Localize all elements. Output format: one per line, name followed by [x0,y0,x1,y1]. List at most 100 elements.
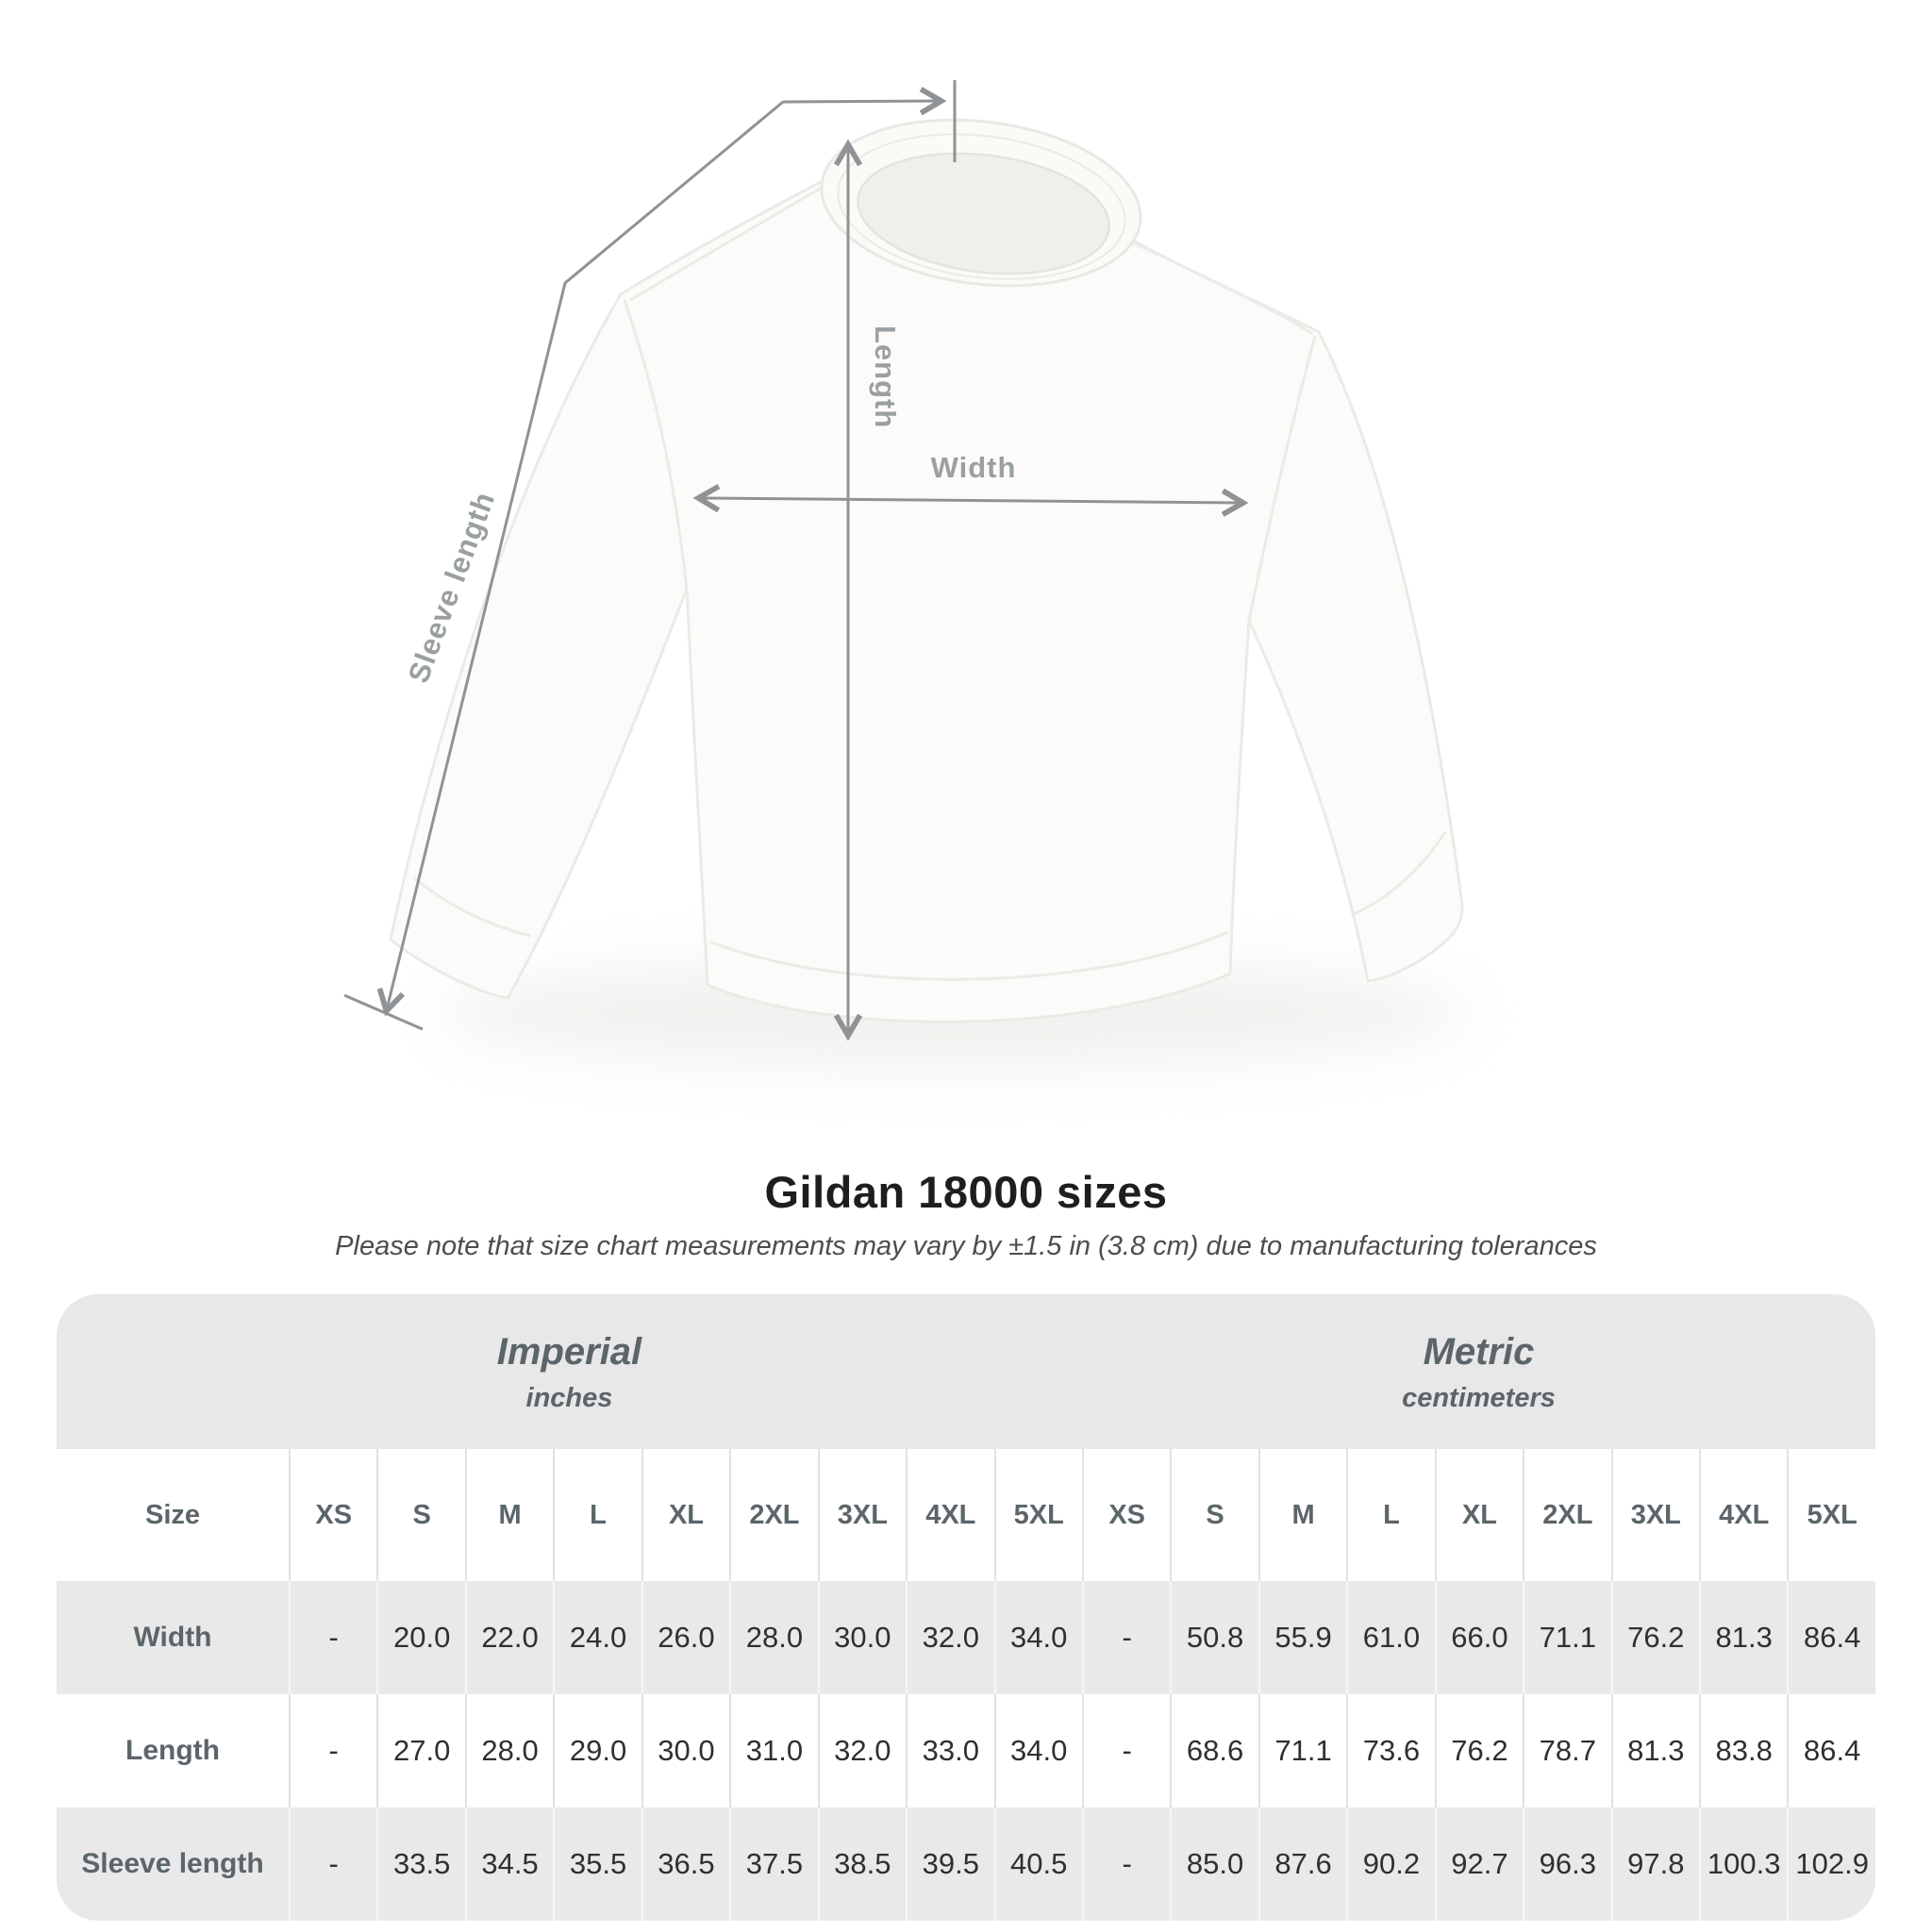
size-col-header: XL [1434,1449,1524,1581]
centimeters-label: centimeters [1402,1382,1556,1413]
measurement-cell: 37.5 [729,1807,818,1921]
measurement-cell: 90.2 [1346,1807,1435,1921]
measurement-cell: - [289,1807,377,1921]
measurement-cell: - [1081,1581,1171,1694]
measurement-cell: 76.2 [1434,1694,1524,1807]
measurement-cell: 22.0 [464,1581,554,1694]
left-armhole-seam [623,299,689,590]
size-col-header: XS [289,1449,377,1581]
imperial-label: Imperial [496,1330,642,1373]
measurement-cell: 32.0 [817,1694,907,1807]
measurement-cell: 86.4 [1787,1581,1875,1694]
measurement-cell: 34.5 [464,1807,554,1921]
right-cuff-seam [1351,831,1447,917]
left-cuff-seam [412,875,531,938]
hem-ribbing-seam [708,930,1229,981]
measurement-cell: 30.0 [641,1694,730,1807]
measurement-cell: 34.0 [993,1581,1082,1694]
measurement-cell: 34.0 [993,1694,1082,1807]
measurement-cell: 31.0 [729,1694,818,1807]
measurement-cell: 73.6 [1346,1694,1435,1807]
page-title: Gildan 18000 sizes [764,1167,1168,1217]
measurement-cell: 33.5 [376,1807,465,1921]
width-arrow [692,484,1249,517]
measurement-cell: 76.2 [1610,1581,1699,1694]
measurement-cell: 29.0 [553,1694,641,1807]
length-label: Length [869,325,902,428]
measurement-cell: 85.0 [1170,1807,1258,1921]
measurement-cell: 92.7 [1434,1807,1524,1921]
measurement-cell: 24.0 [553,1581,641,1694]
measurement-cell: 35.5 [553,1807,641,1921]
measurement-cell: 40.5 [993,1807,1082,1921]
sleeve-arrow-diagonal [376,100,784,1017]
unit-group-header-row: Imperial inches Metric centimeters [57,1294,1875,1449]
measurement-cell: 28.0 [464,1694,554,1807]
size-table: Imperial inches Metric centimeters Size … [57,1294,1875,1921]
size-col-header: M [1257,1449,1347,1581]
measurement-cell: 100.3 [1699,1807,1788,1921]
inches-label: inches [525,1382,613,1413]
crewneck-collar [820,118,1142,288]
table-row: Width -20.0 22.0 24.0 26.0 28.0 30.0 32.0 34.0-5… [57,1581,1875,1694]
size-col-header: 3XL [1610,1449,1699,1581]
measurement-cell: 36.5 [641,1807,730,1921]
size-col-header: L [553,1449,641,1581]
measurement-cell: 61.0 [1346,1581,1435,1694]
table-row: Sleeve length -33.5 34.5 35.5 36.5 37.5 38.5 39… [57,1807,1875,1921]
cuff-tick-mark [343,993,424,1031]
measurement-cell: 20.0 [376,1581,465,1694]
size-col-header: 4XL [1699,1449,1788,1581]
measurement-cell: 33.0 [906,1694,994,1807]
measurement-cell: 102.9 [1787,1807,1875,1921]
size-col-header: S [376,1449,465,1581]
sleeve-arrow-horizontal [782,87,947,116]
measurement-cell: 78.7 [1523,1694,1611,1807]
measurement-cell: 28.0 [729,1581,818,1694]
width-label: Width [931,451,1017,484]
row-label: Width [57,1581,289,1694]
metric-group-header: Metric centimeters [1081,1294,1875,1449]
measurement-cell: 27.0 [376,1694,465,1807]
measurement-cell: 55.9 [1257,1581,1347,1694]
size-col-header: 2XL [1523,1449,1611,1581]
measurement-cell: 96.3 [1523,1807,1611,1921]
size-header: Size [57,1449,289,1581]
measurement-cell: 71.1 [1523,1581,1611,1694]
size-col-header: XS [1081,1449,1171,1581]
row-label: Length [57,1694,289,1807]
sweatshirt-illustration: Sleeve length Length Width [343,80,1467,1068]
width-annotation: Width [692,451,1249,517]
measurement-cell: 66.0 [1434,1581,1524,1694]
measurement-cell: 32.0 [906,1581,994,1694]
metric-label: Metric [1423,1330,1535,1373]
length-annotation: Length [833,139,902,1041]
measurement-cell: 71.1 [1257,1694,1347,1807]
size-col-header: XL [641,1449,730,1581]
measurement-cell: 97.8 [1610,1807,1699,1921]
measurement-cell: - [1081,1807,1171,1921]
measurement-cell: 83.8 [1699,1694,1788,1807]
size-col-header: 5XL [993,1449,1082,1581]
measurement-cell: 81.3 [1699,1581,1788,1694]
left-shoulder-seam [629,175,841,302]
size-col-header: 2XL [729,1449,818,1581]
size-col-header: 3XL [817,1449,907,1581]
size-col-header: S [1170,1449,1258,1581]
measurement-cell: 87.6 [1257,1807,1347,1921]
right-armhole-seam [1247,335,1317,622]
measurement-cell: 68.6 [1170,1694,1258,1807]
imperial-group-header: Imperial inches [57,1294,1082,1449]
measurement-cell: - [1081,1694,1171,1807]
measurement-cell: 39.5 [906,1807,994,1921]
row-label: Sleeve length [57,1807,289,1921]
sweatshirt-silhouette [389,156,1464,1024]
size-col-header: L [1346,1449,1435,1581]
size-col-header: 4XL [906,1449,994,1581]
size-header-row: Size XS S M L XL 2XL 3XL 4XL 5XL XS S M L XL 2XL 3XL 4XL… [57,1449,1875,1581]
measurement-cell: 86.4 [1787,1694,1875,1807]
measurement-cell: 30.0 [817,1581,907,1694]
measurement-cell: - [289,1581,377,1694]
measurement-cell: - [289,1694,377,1807]
